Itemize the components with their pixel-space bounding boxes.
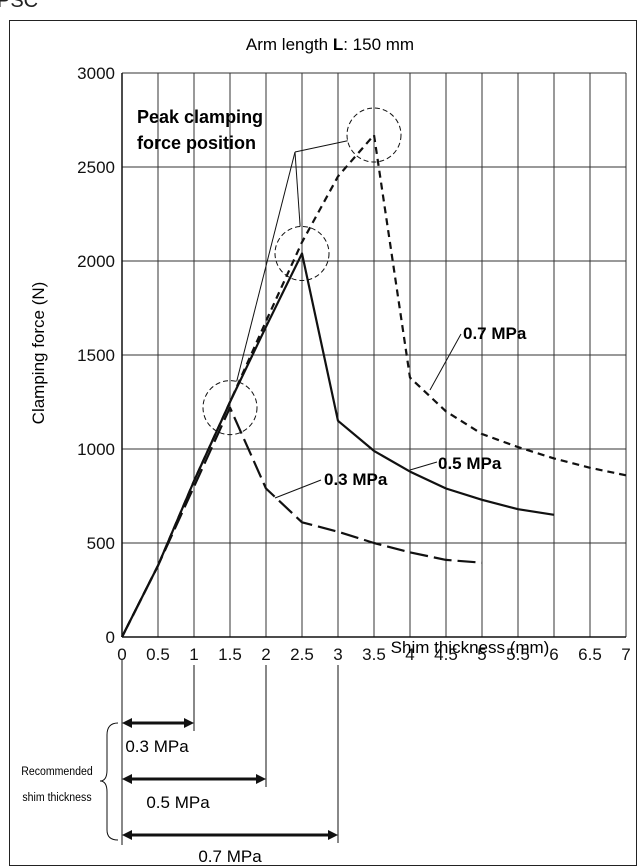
y-tick-label: 500 <box>87 534 115 553</box>
peak-leader-line <box>294 140 348 153</box>
x-axis-label: Shim thickness (mm) <box>391 638 550 657</box>
recommended-range-label-0.7: 0.7 MPa <box>198 847 262 866</box>
recommended-range-label-0.5: 0.5 MPa <box>146 793 210 812</box>
cropped-header-fragment: PSC <box>0 0 120 14</box>
peak-leader-line <box>294 151 301 227</box>
x-tick-label: 2.5 <box>290 645 314 664</box>
chart-title-bold: L <box>333 35 343 54</box>
axes: 0 0.5 1 1.5 2 2.5 3 3.5 4 4.5 5 5.5 6 6.5 7 0 500 1000 150… <box>77 64 631 664</box>
y-axis-label: Clamping force (N) <box>29 282 48 425</box>
y-tick-label: 2500 <box>77 158 115 177</box>
arrowhead-left <box>122 774 132 784</box>
x-tick-label: 2 <box>261 645 270 664</box>
arrowhead-right <box>256 774 266 784</box>
label-leader-0.5 <box>409 461 438 471</box>
y-tick-label: 0 <box>106 628 115 647</box>
recommended-range-label-0.3: 0.3 MPa <box>125 737 189 756</box>
annotation-label-line2: force position <box>137 133 256 153</box>
series-label-0.7: 0.7 MPa <box>463 324 527 343</box>
y-tick-label: 2000 <box>77 252 115 271</box>
x-tick-label: 3.5 <box>362 645 386 664</box>
y-tick-label: 3000 <box>77 64 115 83</box>
recommended-label-line2: shim thickness <box>22 791 92 804</box>
x-tick-label: 6 <box>549 645 558 664</box>
series-line-0.3-MPa <box>121 406 483 638</box>
x-tick-label: 1.5 <box>218 645 242 664</box>
peak-circle <box>202 380 258 436</box>
annotation-label-line1: Peak clamping <box>137 107 263 127</box>
arrowhead-right <box>328 830 338 840</box>
recommended-label-line1: Recommended <box>21 765 93 778</box>
x-tick-label: 0.5 <box>146 645 170 664</box>
peak-circle <box>274 225 330 281</box>
cropped-header-text: PSC <box>0 0 38 12</box>
arrowhead-left <box>122 830 132 840</box>
chart-title-suffix: : 150 mm <box>343 35 414 54</box>
label-leader-0.7 <box>429 333 462 391</box>
series-group <box>121 133 627 638</box>
x-tick-label: 4 <box>405 645 414 664</box>
annotations <box>202 107 462 499</box>
x-tick-label: 7 <box>621 645 630 664</box>
y-tick-label: 1000 <box>77 440 115 459</box>
label-leader-0.3 <box>274 479 322 499</box>
x-tick-label: 5 <box>477 645 486 664</box>
x-tick-label: 6.5 <box>578 645 602 664</box>
figure-frame <box>9 20 637 866</box>
chart-title-prefix: Arm length <box>246 35 333 54</box>
x-tick-label: 0 <box>117 645 126 664</box>
series-line-0.7-MPa <box>121 133 627 638</box>
peak-circle <box>346 107 402 163</box>
x-tick-label: 1 <box>189 645 198 664</box>
x-tick-label: 5.5 <box>506 645 530 664</box>
grid <box>121 72 627 638</box>
peak-leader-line <box>236 151 296 382</box>
y-tick-label: 1500 <box>77 346 115 365</box>
series-label-0.5: 0.5 MPa <box>438 454 502 473</box>
x-tick-label: 3 <box>333 645 342 664</box>
arrowhead-left <box>122 718 132 728</box>
series-label-0.3: 0.3 MPa <box>324 470 388 489</box>
x-tick-label: 4.5 <box>434 645 458 664</box>
recommended-brace <box>99 722 119 841</box>
chart-title: Arm length L: 150 mm <box>246 35 414 54</box>
arrowhead-right <box>184 718 194 728</box>
recommended-shim-section <box>99 660 339 845</box>
